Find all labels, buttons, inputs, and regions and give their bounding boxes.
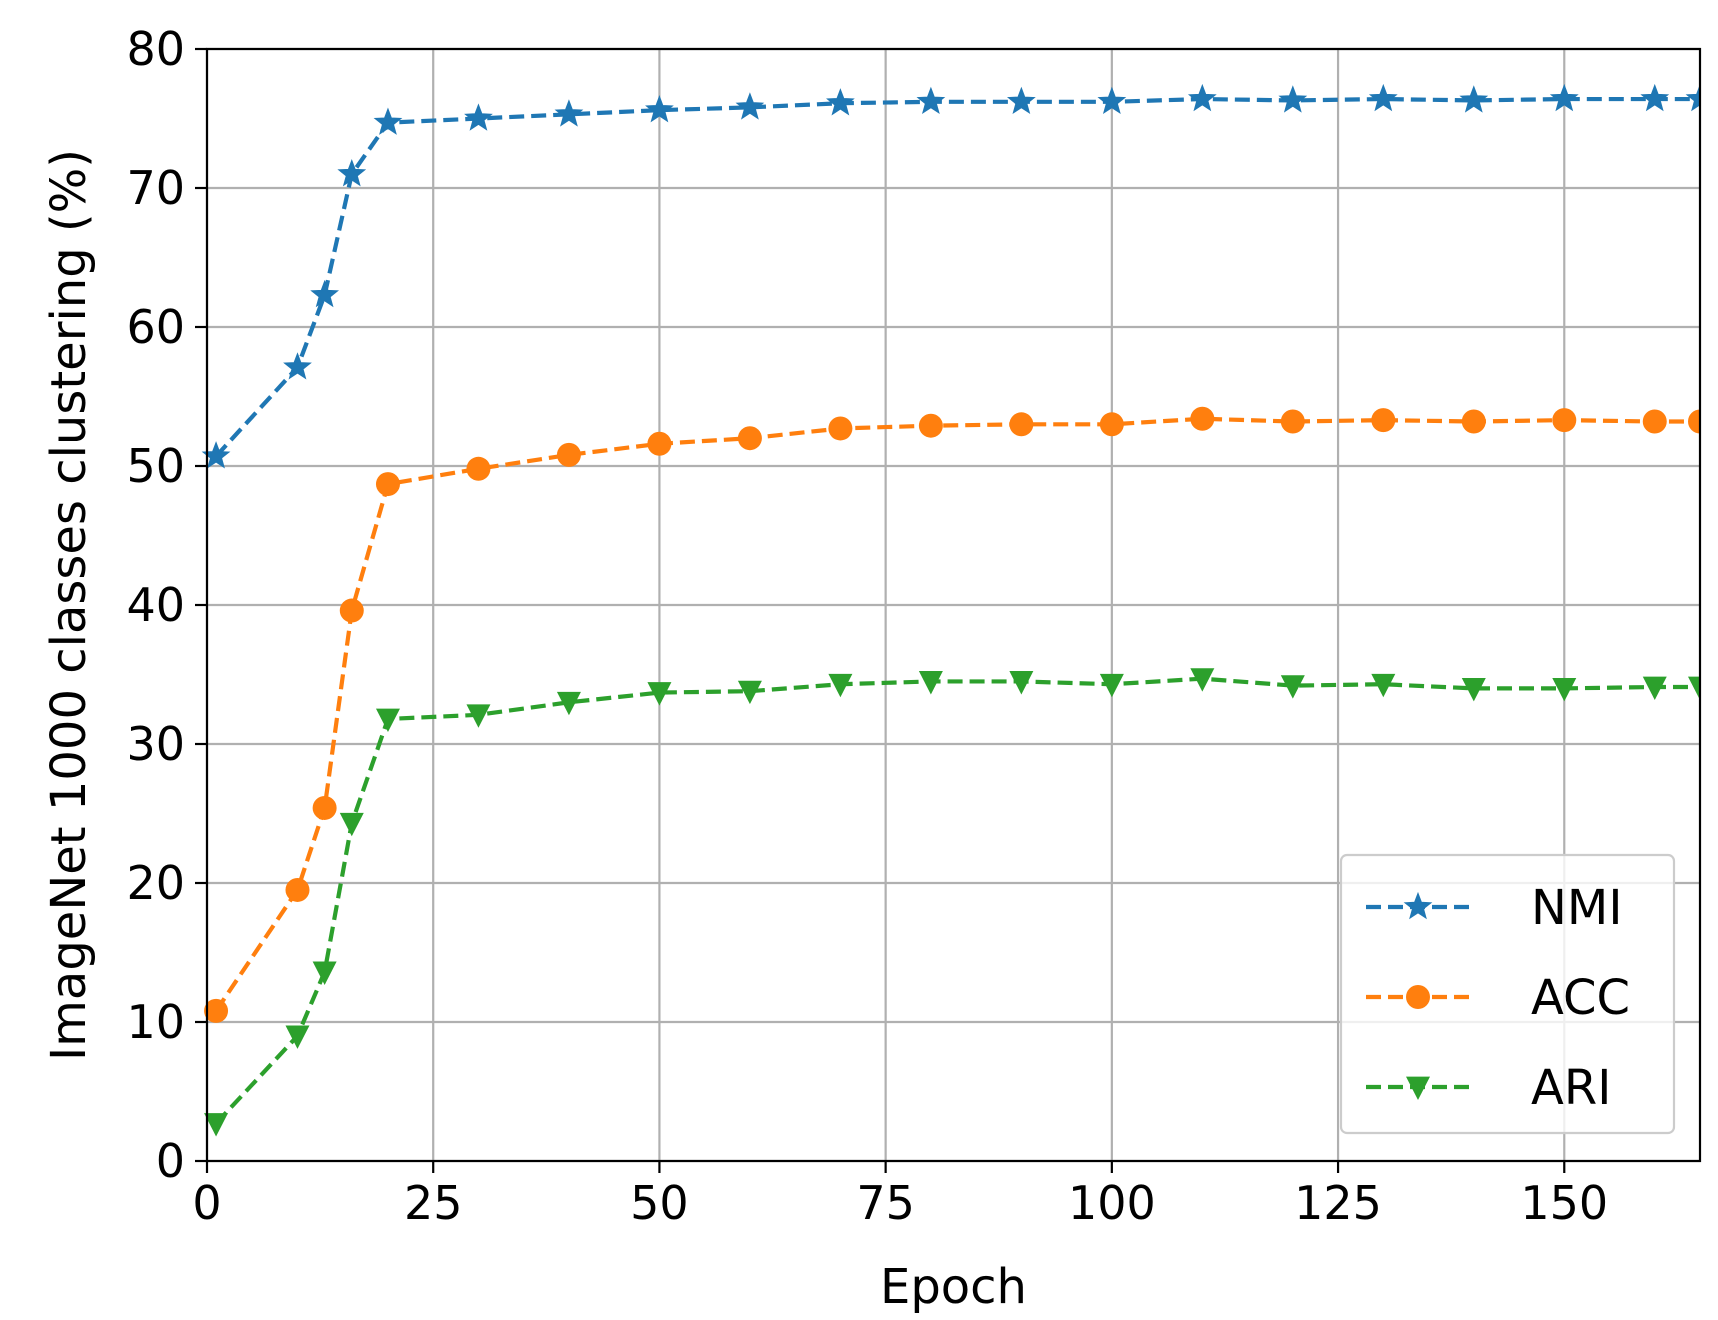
data-point-acc	[1190, 406, 1215, 431]
data-point-acc	[828, 416, 853, 441]
y-tick-label: 50	[126, 439, 185, 493]
x-axis-label: Epoch	[880, 1259, 1027, 1315]
data-point-ari	[1009, 671, 1034, 695]
data-point-nmi	[1097, 86, 1127, 115]
data-point-acc	[375, 472, 400, 497]
x-tick-label: 125	[1294, 1176, 1382, 1230]
data-point-ari	[1190, 668, 1215, 692]
series-line-ari	[214, 676, 1700, 1125]
data-point-nmi	[337, 158, 367, 187]
data-point-ari	[828, 673, 853, 698]
data-point-nmi	[735, 92, 765, 120]
data-point-nmi	[1187, 83, 1217, 112]
data-point-acc	[285, 877, 310, 902]
x-tick-label: 100	[1068, 1176, 1156, 1230]
data-point-nmi	[645, 95, 674, 123]
y-tick-label: 10	[126, 995, 185, 1049]
legend-label: ACC	[1531, 970, 1630, 1026]
series-layer	[201, 83, 1700, 1137]
data-point-acc	[1552, 408, 1577, 433]
data-point-nmi	[1549, 83, 1579, 112]
data-point-nmi	[464, 103, 493, 131]
data-point-ari	[466, 704, 491, 728]
data-point-acc	[339, 598, 364, 623]
data-point-nmi	[373, 107, 403, 135]
x-tick-label: 25	[404, 1176, 463, 1230]
data-point-ari	[312, 961, 337, 985]
series-nmi	[201, 83, 1700, 469]
legend-marker	[1406, 985, 1430, 1009]
data-point-ari	[1688, 676, 1700, 701]
data-point-acc	[466, 456, 491, 481]
y-tick-label: 20	[126, 856, 185, 910]
data-point-nmi	[1640, 83, 1670, 112]
data-point-nmi	[283, 352, 312, 380]
data-point-acc	[737, 426, 762, 451]
data-point-acc	[1461, 409, 1486, 434]
data-point-nmi	[1459, 85, 1489, 113]
data-point-acc	[312, 795, 337, 820]
data-point-nmi	[916, 86, 946, 115]
data-point-acc	[204, 998, 229, 1023]
legend-box	[1339, 853, 1676, 1135]
series-line-nmi	[214, 96, 1700, 458]
y-tick-label: 80	[126, 22, 185, 76]
legend-label: NMI	[1531, 880, 1622, 936]
x-tick-label: 150	[1520, 1176, 1608, 1230]
legend-marker	[1406, 1076, 1430, 1100]
y-tick-label: 30	[126, 717, 185, 771]
legend-entry-ari: ARI	[1366, 1060, 1611, 1116]
data-point-acc	[1099, 412, 1124, 437]
data-point-ari	[285, 1025, 310, 1049]
y-tick-label: 70	[126, 161, 185, 215]
legend-entry-nmi: NMI	[1366, 880, 1622, 936]
x-tick-label: 50	[630, 1176, 689, 1230]
axes: 0 25 50 75 100 125 150 0 10 20 30 40 50 60 70 80	[126, 22, 1702, 1230]
data-point-nmi	[826, 88, 855, 116]
data-point-ari	[1280, 675, 1305, 699]
data-point-ari	[1552, 678, 1577, 702]
data-point-nmi	[1685, 83, 1700, 112]
legend-marker	[1403, 891, 1433, 920]
data-point-nmi	[1278, 85, 1308, 113]
data-point-acc	[1009, 412, 1034, 437]
data-point-ari	[204, 1113, 229, 1137]
x-tick-label: 75	[856, 1176, 915, 1230]
data-point-ari	[556, 691, 581, 716]
legend: NMI ACC ARI	[1339, 853, 1676, 1135]
data-point-acc	[1280, 409, 1305, 434]
data-point-ari	[1371, 673, 1396, 698]
data-point-ari	[339, 812, 364, 837]
data-point-acc	[918, 413, 943, 438]
data-point-acc	[1371, 408, 1396, 433]
data-point-ari	[1461, 678, 1486, 702]
data-point-acc	[647, 431, 672, 456]
legend-entry-acc: ACC	[1366, 970, 1630, 1026]
y-tick-label: 60	[126, 300, 185, 354]
data-point-nmi	[1006, 86, 1036, 115]
data-point-ari	[737, 680, 762, 705]
data-point-ari	[1642, 676, 1667, 701]
data-point-ari	[918, 671, 943, 695]
data-point-ari	[375, 708, 400, 732]
series-ari	[204, 668, 1700, 1137]
legend-label: ARI	[1531, 1060, 1611, 1116]
data-point-ari	[1099, 673, 1124, 698]
data-point-nmi	[310, 279, 340, 308]
x-tick-label: 0	[192, 1176, 221, 1230]
y-tick-label: 40	[126, 578, 185, 632]
data-point-nmi	[1368, 83, 1398, 112]
data-point-acc	[556, 442, 581, 467]
y-axis-label: ImageNet 1000 classes clustering (%)	[41, 149, 97, 1061]
data-point-ari	[647, 682, 672, 706]
data-point-nmi	[554, 99, 584, 127]
y-tick-label: 0	[156, 1134, 185, 1188]
data-point-acc	[1688, 409, 1700, 434]
series-line-acc	[214, 416, 1700, 1013]
series-acc	[204, 406, 1700, 1023]
data-point-acc	[1642, 409, 1667, 434]
